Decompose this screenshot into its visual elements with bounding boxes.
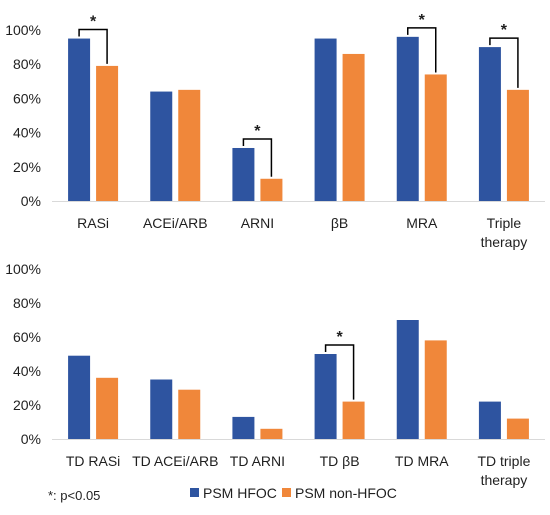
bar-psm-hfoc bbox=[150, 379, 173, 439]
bar-psm-hfoc bbox=[314, 38, 337, 201]
bar-psm-non-hfoc bbox=[178, 89, 201, 201]
category-label: TD βB bbox=[320, 453, 360, 469]
bar-psm-hfoc bbox=[478, 401, 501, 439]
y-tick-label: 80% bbox=[13, 295, 41, 311]
category-label: therapy bbox=[481, 472, 528, 488]
significance-bracket bbox=[407, 27, 437, 73]
y-tick-label: 0% bbox=[21, 431, 41, 447]
y-tick-label: 80% bbox=[13, 56, 41, 72]
bar-psm-non-hfoc bbox=[260, 178, 283, 201]
significance-star: * bbox=[90, 14, 97, 31]
y-tick-label: 60% bbox=[13, 90, 41, 106]
category-label: MRA bbox=[406, 215, 438, 231]
category-label: TD ARNI bbox=[230, 453, 285, 469]
y-tick-label: 40% bbox=[13, 125, 41, 141]
legend-swatch-psm-non-hfoc bbox=[282, 488, 291, 497]
category-label: Triple bbox=[487, 215, 522, 231]
bar-psm-non-hfoc bbox=[506, 418, 529, 439]
category-label: TD ACEi/ARB bbox=[132, 453, 218, 469]
footnote: *: p<0.05 bbox=[48, 488, 100, 503]
bar-psm-hfoc bbox=[232, 416, 255, 439]
bar-psm-non-hfoc bbox=[424, 340, 447, 439]
bar-psm-hfoc bbox=[150, 91, 173, 201]
y-tick-label: 0% bbox=[21, 193, 41, 209]
bar-psm-non-hfoc bbox=[506, 89, 529, 201]
significance-bracket bbox=[242, 138, 273, 177]
y-tick-label: 100% bbox=[5, 22, 41, 38]
category-label: TD RASi bbox=[66, 453, 120, 469]
bar-psm-hfoc bbox=[396, 320, 419, 439]
significance-star: * bbox=[419, 12, 426, 29]
significance-bracket bbox=[78, 28, 108, 64]
bar-psm-non-hfoc bbox=[342, 401, 365, 439]
category-label: therapy bbox=[481, 234, 528, 250]
bar-psm-hfoc bbox=[314, 354, 337, 439]
bar-psm-hfoc bbox=[68, 355, 91, 439]
significance-bracket bbox=[324, 344, 355, 400]
legend-label: PSM HFOC bbox=[203, 485, 277, 501]
legend-swatch-psm-hfoc bbox=[190, 488, 199, 497]
category-label: TD triple bbox=[477, 453, 530, 469]
bar-psm-non-hfoc bbox=[342, 53, 365, 201]
significance-star: * bbox=[254, 123, 261, 140]
category-label: TD MRA bbox=[395, 453, 449, 469]
bar-psm-hfoc bbox=[232, 147, 255, 201]
bar-psm-non-hfoc bbox=[96, 377, 119, 439]
y-tick-label: 40% bbox=[13, 363, 41, 379]
bar-psm-non-hfoc bbox=[178, 389, 201, 439]
bar-psm-non-hfoc bbox=[96, 65, 119, 201]
significance-star: * bbox=[336, 329, 343, 346]
category-label: ACEi/ARB bbox=[143, 215, 208, 231]
category-label: ARNI bbox=[241, 215, 274, 231]
bar-psm-hfoc bbox=[396, 36, 419, 202]
y-tick-label: 60% bbox=[13, 329, 41, 345]
bar-psm-hfoc bbox=[68, 38, 91, 201]
bar-psm-hfoc bbox=[478, 47, 501, 201]
y-tick-label: 20% bbox=[13, 159, 41, 175]
legend-label: PSM non-HFOC bbox=[295, 485, 397, 501]
significance-bracket bbox=[489, 37, 519, 88]
y-tick-label: 100% bbox=[5, 261, 41, 277]
category-label: βB bbox=[331, 215, 348, 231]
y-tick-label: 20% bbox=[13, 397, 41, 413]
significance-star: * bbox=[501, 22, 508, 39]
bar-psm-non-hfoc bbox=[260, 428, 283, 439]
bar-psm-non-hfoc bbox=[424, 74, 447, 201]
category-label: RASi bbox=[77, 215, 109, 231]
